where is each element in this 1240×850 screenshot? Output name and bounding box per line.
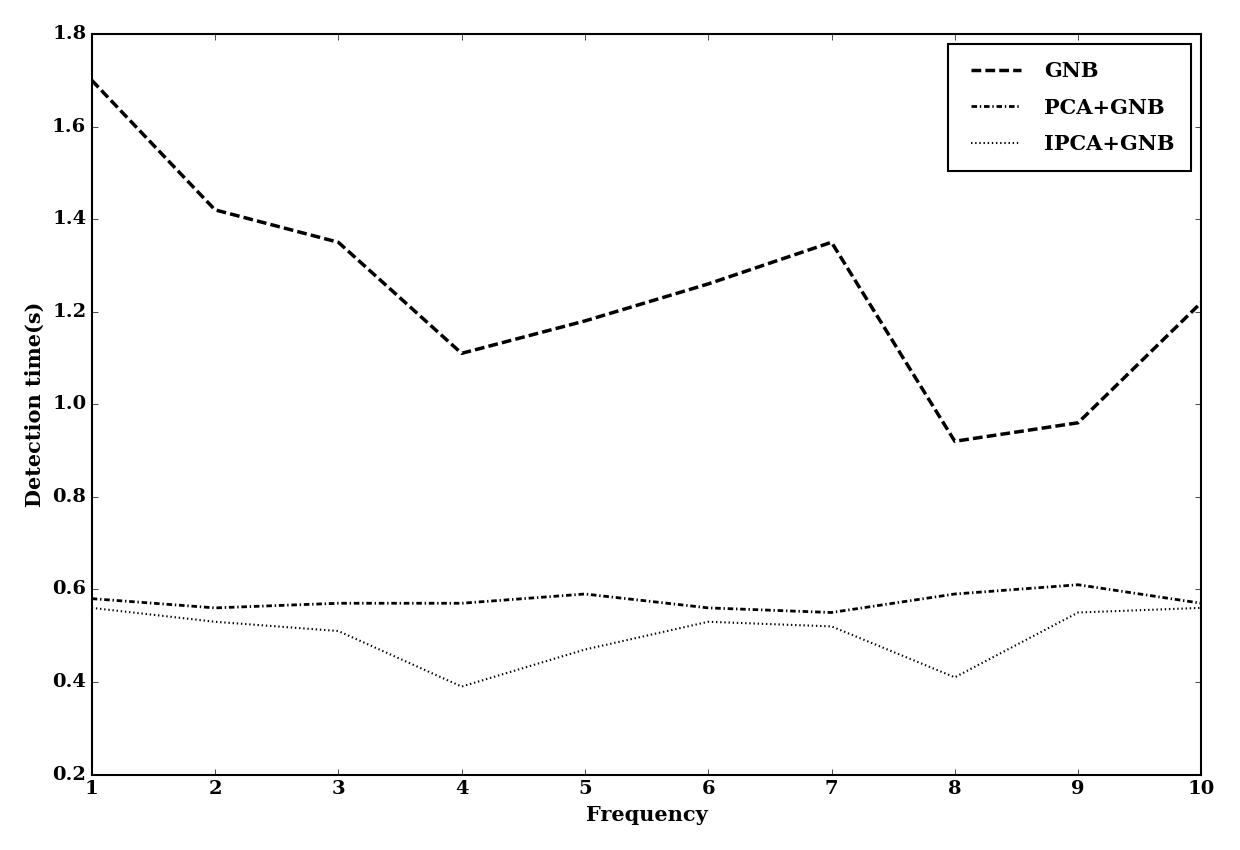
GNB (331, 237, 346, 247)
PCA+GNB (454, 598, 469, 609)
IPCA+GNB (331, 626, 346, 636)
IPCA+GNB (701, 616, 715, 626)
IPCA+GNB (454, 682, 469, 692)
Legend: GNB, PCA+GNB, IPCA+GNB: GNB, PCA+GNB, IPCA+GNB (947, 44, 1190, 171)
IPCA+GNB (207, 616, 222, 626)
Line: IPCA+GNB: IPCA+GNB (92, 608, 1202, 687)
IPCA+GNB (1194, 603, 1209, 613)
IPCA+GNB (947, 672, 962, 683)
GNB (84, 75, 99, 85)
IPCA+GNB (825, 621, 839, 632)
GNB (207, 205, 222, 215)
PCA+GNB (1070, 580, 1085, 590)
PCA+GNB (331, 598, 346, 609)
Line: GNB: GNB (92, 80, 1202, 441)
IPCA+GNB (578, 644, 593, 654)
IPCA+GNB (84, 603, 99, 613)
PCA+GNB (578, 589, 593, 599)
GNB (701, 279, 715, 289)
GNB (947, 436, 962, 446)
X-axis label: Frequency: Frequency (585, 805, 708, 825)
PCA+GNB (1194, 598, 1209, 609)
PCA+GNB (825, 608, 839, 618)
Line: PCA+GNB: PCA+GNB (92, 585, 1202, 613)
PCA+GNB (701, 603, 715, 613)
GNB (1070, 417, 1085, 428)
PCA+GNB (207, 603, 222, 613)
PCA+GNB (947, 589, 962, 599)
IPCA+GNB (1070, 608, 1085, 618)
GNB (825, 237, 839, 247)
GNB (578, 316, 593, 326)
GNB (1194, 298, 1209, 308)
Y-axis label: Detection time(s): Detection time(s) (25, 302, 45, 507)
GNB (454, 348, 469, 359)
PCA+GNB (84, 593, 99, 604)
